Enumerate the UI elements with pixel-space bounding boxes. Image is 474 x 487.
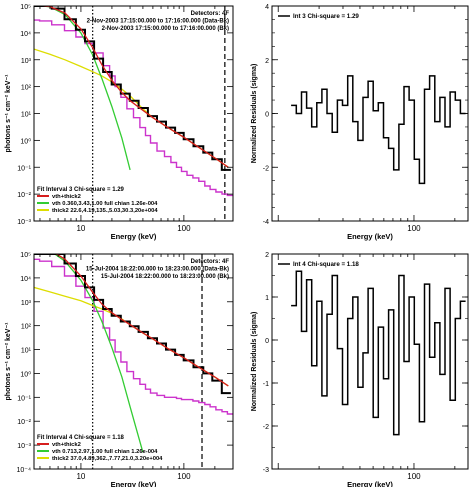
y-tick-label: 10³	[21, 58, 32, 65]
axes-frame	[33, 253, 234, 470]
series-model-total	[38, 6, 229, 168]
y-tick-label: 10⁰	[20, 137, 31, 145]
series-thermal	[53, 254, 144, 453]
y-tick-label: -2	[263, 424, 269, 431]
x-tick-label: 100	[407, 472, 421, 481]
y-axis-label: Normalized Residuals (sigma)	[251, 64, 258, 164]
y-axis-label: Normalized Residuals (sigma)	[251, 312, 258, 412]
y-tick-label: 10⁻²	[17, 192, 31, 199]
header-line: Detectors: 4F	[191, 259, 230, 265]
legend-entry: thick2 22.6,4.19,135.,5.03,30.3,20e+004	[52, 208, 158, 214]
x-axis-label: Energy (keV)	[111, 480, 157, 487]
y-tick-label: 10⁰	[20, 370, 31, 378]
y-tick-label: 1	[265, 295, 269, 302]
y-tick-label: 0	[265, 338, 269, 345]
y-tick-label: -2	[263, 165, 269, 172]
legend-title: Fit Interval 4 Chi-square = 1.18	[37, 435, 125, 441]
plot-area	[34, 6, 233, 221]
header-line: Detectors: 4F	[191, 11, 230, 17]
legend-entry: Int 4 Chi-square = 1.18	[293, 261, 359, 268]
series-background	[34, 258, 233, 415]
y-tick-label: 10⁵	[20, 4, 31, 11]
header-line: 2-Nov-2003 17:15:00.000 to 17:16:00.000 …	[87, 19, 229, 25]
x-tick-label: 100	[177, 472, 191, 481]
header-line: 2-Nov-2003 17:15:00.000 to 17:16:00.000 …	[102, 26, 229, 32]
legend-entry: vth 0.360,3.43,1.00 full chian 1.26e-004	[52, 201, 158, 207]
y-tick-label: 2	[265, 252, 269, 259]
residual-series	[291, 270, 466, 436]
legend-entry: Int 3 Chi-square = 1.29	[293, 13, 359, 20]
residual-series	[291, 75, 466, 185]
y-tick-label: -1	[263, 381, 269, 388]
y-tick-label: 10²	[21, 324, 32, 331]
legend-entry: vth+thick2	[52, 442, 81, 448]
y-tick-label: 10¹	[21, 348, 32, 355]
spectrum-interval-3: 10 100 Energy (keV) 10⁵ 10⁴ 10³ 10² 10¹ 10⁰ 10⁻¹ 1…	[5, 4, 234, 241]
spectrum-interval-4: 10 100 Energy (keV) 10⁵ 10⁴ 10³ 10² 10¹ 10⁰ 10⁻¹ 1…	[5, 252, 234, 487]
legend-title: Fit Interval 3 Chi-square = 1.29	[37, 187, 125, 193]
y-tick-label: 10⁴	[20, 31, 31, 38]
legend-entry: vth 0.713,2.97,1.00 full chian 1.26e-004	[52, 449, 158, 455]
x-tick-label: 100	[177, 224, 191, 233]
y-tick-label: 10⁴	[20, 276, 31, 283]
y-tick-label: 10⁻³	[17, 443, 31, 450]
legend-entry: thick2 37.0,4.89,362.,7.77,21.0,3.20e+00…	[52, 456, 163, 462]
y-tick-label: 2	[265, 58, 269, 65]
y-tick-label: 0	[265, 112, 269, 119]
x-axis-label: Energy (keV)	[347, 480, 393, 487]
plot-area	[34, 254, 233, 469]
y-tick-label: 10⁻¹	[17, 395, 31, 402]
series-background	[34, 19, 233, 197]
y-tick-label: 10⁻⁴	[17, 467, 32, 474]
x-tick-label: 10	[76, 224, 85, 233]
residuals-interval-3: 100 Energy (keV) 4 2 0 -2 -4 Normalized Residua…	[251, 4, 469, 241]
x-axis-label: Energy (keV)	[111, 232, 157, 241]
header-line: 15-Jul-2004 18:22:00.000 to 18:23:00.000…	[86, 267, 229, 273]
x-tick-label: 100	[407, 224, 421, 233]
y-tick-label: 10⁻¹	[17, 165, 31, 172]
y-tick-label: 10²	[21, 85, 32, 92]
header-line: 15-Jul-2004 18:22:00.000 to 18:23:00.000…	[101, 274, 229, 280]
y-tick-label: 10⁻²	[17, 419, 31, 426]
y-tick-label: 10⁻³	[17, 219, 31, 226]
y-axis-label: photons s⁻¹ cm⁻² keV⁻¹	[5, 74, 12, 153]
x-tick-label: 10	[76, 472, 85, 481]
plot-area	[291, 75, 466, 185]
y-tick-label: 4	[265, 4, 269, 11]
y-tick-label: -4	[263, 219, 269, 226]
legend-entry: vth+thick2	[52, 194, 81, 200]
y-tick-label: 10¹	[21, 112, 32, 119]
y-tick-label: 10³	[21, 300, 32, 307]
y-tick-label: 10⁵	[20, 252, 31, 259]
residuals-interval-4: 100 Energy (keV) 2 1 0 -1 -2 -3 Normalized Resid…	[251, 252, 469, 487]
y-tick-label: -3	[263, 467, 269, 474]
series-model-total	[55, 254, 229, 387]
y-axis-label: photons s⁻¹ cm⁻² keV⁻¹	[5, 322, 12, 401]
plot-area	[291, 270, 466, 436]
x-axis-label: Energy (keV)	[347, 232, 393, 241]
